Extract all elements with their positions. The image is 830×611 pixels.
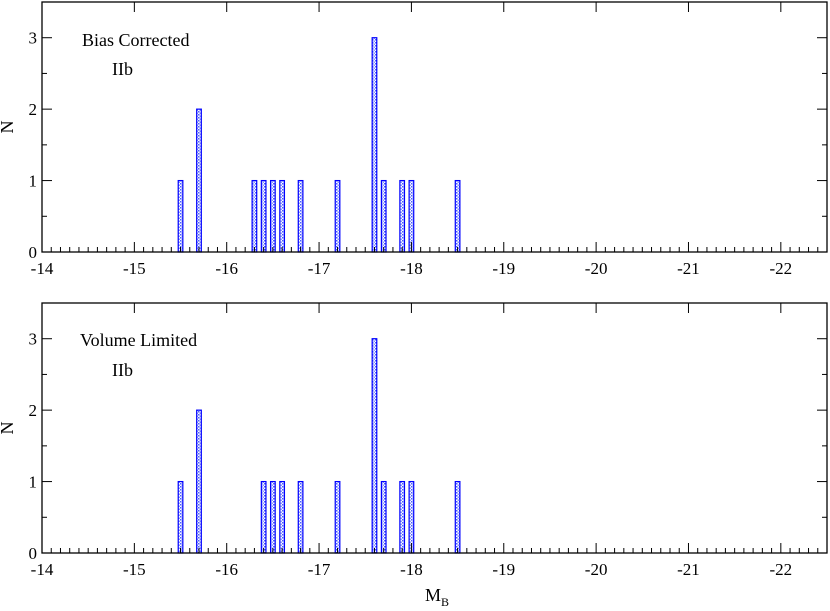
histogram-bar	[334, 480, 341, 554]
x-tick-label: -20	[585, 560, 608, 579]
x-axis-title-subscript: B	[441, 595, 449, 609]
plot-frame-bottom	[41, 302, 828, 554]
bars-bias-corrected	[177, 37, 461, 253]
histogram-bar	[334, 179, 341, 253]
x-tick-label: -17	[308, 560, 331, 579]
x-tick-label: -18	[400, 560, 423, 579]
x-tick-label: -22	[769, 259, 792, 278]
panel-bias-corrected: -14 -15 -16 -17 -18 -19 -20 -21 -22 0 1 2 3 N Bias …	[0, 1, 828, 278]
histogram-bar	[196, 108, 202, 253]
histogram-bar	[454, 480, 461, 554]
x-axis-title: MB	[425, 585, 449, 609]
histogram-bar	[269, 179, 276, 253]
x-tick-label: -21	[677, 259, 700, 278]
histogram-bar	[260, 179, 267, 253]
histogram-bar	[380, 480, 387, 554]
y-axis-title-bottom: N	[0, 422, 17, 435]
histogram-bar	[279, 179, 286, 253]
histogram-bar	[371, 338, 378, 554]
histogram-bar	[251, 179, 258, 253]
y-tick-label: 2	[29, 100, 38, 119]
histogram-bar	[454, 179, 461, 253]
y-tick-label: 2	[29, 401, 38, 420]
y-tick-label: 1	[29, 473, 38, 492]
y-tick-label: 3	[29, 330, 38, 349]
x-tick-label: -19	[492, 560, 515, 579]
plot-frame-top	[41, 1, 828, 253]
histogram-bar	[408, 179, 415, 253]
x-tick-label: -21	[677, 560, 700, 579]
y-tick-label: 0	[29, 544, 38, 563]
x-tick-label: -17	[308, 259, 331, 278]
annotation-volume-limited: Volume Limited	[80, 330, 197, 350]
y-axis-title-top: N	[0, 121, 17, 134]
x-tick-label: -14	[31, 259, 54, 278]
histogram-bar	[260, 480, 267, 554]
histogram-bar	[371, 37, 378, 253]
panel-volume-limited: -14 -15 -16 -17 -18 -19 -20 -21 -22 0 1 2 3 N Volum…	[0, 302, 828, 609]
annotation-type-bottom: IIb	[112, 360, 133, 380]
histogram-bar	[408, 480, 415, 554]
histogram-bar	[177, 480, 184, 554]
x-tick-label: -19	[492, 259, 515, 278]
y-ticks-top: 0 1 2 3	[29, 1, 827, 262]
x-tick-label: -20	[585, 259, 608, 278]
x-tick-label: -14	[31, 560, 54, 579]
annotation-type-top: IIb	[112, 59, 133, 79]
x-tick-label: -15	[123, 259, 146, 278]
x-tick-label: -15	[123, 560, 146, 579]
histogram-bar	[399, 179, 406, 253]
y-tick-label: 1	[29, 172, 38, 191]
histogram-bar	[196, 409, 202, 554]
histogram-bar	[269, 480, 276, 554]
x-axis-title-main: M	[425, 585, 441, 605]
y-tick-label: 3	[29, 29, 38, 48]
x-ticks-top: -14 -15 -16 -17 -18 -19 -20 -21 -22	[31, 2, 828, 278]
x-tick-label: -22	[769, 560, 792, 579]
histogram-bar	[399, 480, 406, 554]
histogram-bar	[279, 480, 286, 554]
x-ticks-bottom: -14 -15 -16 -17 -18 -19 -20 -21 -22	[31, 303, 828, 579]
histogram-bar	[297, 179, 304, 253]
histogram-bar	[380, 179, 387, 253]
histogram-bar	[297, 480, 304, 554]
x-tick-label: -16	[215, 259, 238, 278]
annotation-bias-corrected: Bias Corrected	[82, 30, 189, 50]
x-tick-label: -18	[400, 259, 423, 278]
bars-volume-limited	[177, 338, 461, 554]
y-tick-label: 0	[29, 243, 38, 262]
y-ticks-bottom: 0 1 2 3	[29, 302, 827, 563]
x-tick-label: -16	[215, 560, 238, 579]
histogram-bar	[177, 179, 184, 253]
